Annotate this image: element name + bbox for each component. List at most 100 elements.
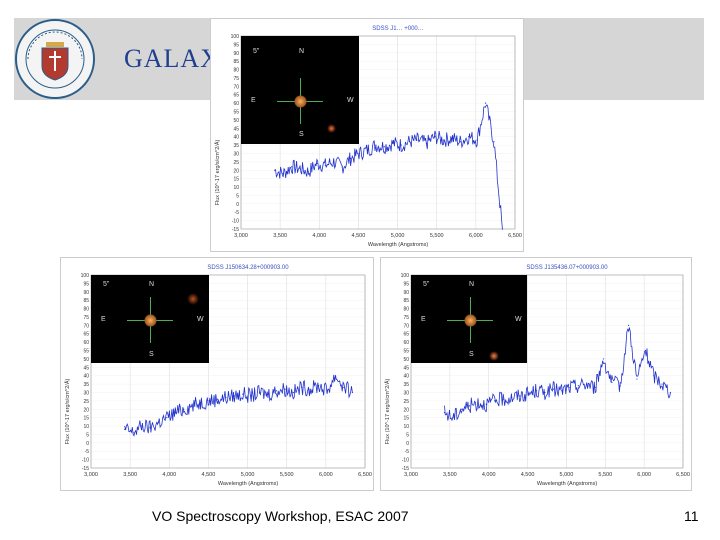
y-tick-label: 50: [403, 357, 409, 363]
spectrum-point: [619, 385, 621, 387]
spectrum-point: [569, 386, 571, 389]
compass-w: W: [197, 316, 204, 323]
spectrum-point: [442, 139, 444, 141]
footer-text: VO Spectroscopy Workshop, ESAC 2007: [152, 508, 409, 524]
y-tick-label: -10: [232, 219, 239, 225]
x-tick-label: 4,500: [352, 233, 366, 239]
spectrum-point: [494, 400, 496, 402]
compass-e: E: [421, 316, 426, 323]
x-tick-label: 3,000: [234, 233, 248, 239]
spectrum-point: [544, 391, 546, 394]
spectrum-point: [510, 396, 513, 399]
spectrum-point: [358, 152, 360, 155]
scale-label: 5": [103, 281, 110, 288]
spectrum-point: [477, 401, 479, 404]
y-tick-label: 60: [83, 340, 89, 346]
spectrum-point: [140, 425, 143, 427]
y-tick-label: 80: [83, 307, 89, 313]
compass-n: N: [299, 48, 305, 55]
y-tick-label: 100: [401, 273, 410, 279]
y-tick-label: 40: [403, 374, 409, 380]
y-tick-label: 45: [403, 365, 409, 371]
y-tick-label: 70: [233, 84, 239, 90]
spectrum-point: [225, 396, 227, 399]
spectrum-point: [577, 385, 579, 387]
spectrum-point: [307, 171, 310, 173]
spectrum-point: [417, 139, 419, 141]
y-tick-label: -15: [232, 227, 239, 233]
spectrum-point: [351, 391, 353, 394]
x-tick-label: 3,500: [443, 472, 457, 478]
y-tick-label: 75: [233, 76, 239, 82]
spectrum-point: [425, 142, 428, 145]
spectrum-point: [501, 228, 503, 230]
y-tick-label: 65: [83, 332, 89, 338]
y-tick-label: 10: [83, 424, 89, 430]
plot-frame: [410, 274, 684, 469]
spectrum-point: [628, 324, 630, 326]
spectrum-point: [333, 161, 335, 163]
x-axis-label: Wavelength (Angstroms): [537, 481, 597, 487]
y-tick-label: 65: [403, 332, 409, 338]
y-tick-label: -10: [82, 458, 89, 464]
y-tick-label: -5: [405, 449, 410, 455]
spectrum-point: [292, 391, 294, 394]
compass-e: E: [101, 316, 106, 323]
spectrum-point: [476, 139, 478, 141]
spectrum-point: [290, 166, 293, 168]
galaxy-thumbnail-top: N S E W 5": [241, 36, 359, 144]
spectrum-point: [343, 386, 345, 389]
spectrum-point: [341, 166, 343, 168]
spectrum-point: [259, 391, 261, 394]
spectrum-point: [124, 428, 126, 430]
y-tick-label: 5: [86, 432, 89, 438]
spectrum-point: [452, 417, 454, 419]
spectrum-point: [434, 136, 436, 138]
y-tick-label: 90: [83, 290, 89, 296]
y-tick-label: 25: [233, 160, 239, 166]
y-tick-label: 35: [233, 143, 239, 149]
x-tick-label: 4,000: [312, 233, 326, 239]
spectrum-panel-bottom-right: SDSS J135436.07+000903.00 3,000 3,500 4,000…: [380, 257, 692, 491]
compass-n: N: [469, 281, 475, 288]
compass-e: E: [251, 97, 256, 104]
x-tick-label: 4,500: [202, 472, 216, 478]
spectrum-point: [366, 149, 369, 151]
plot-frame: [90, 274, 366, 469]
spectrum-point: [166, 417, 168, 419]
y-tick-label: 95: [83, 281, 89, 287]
spectrum-point: [493, 141, 495, 143]
y-tick-label: 65: [233, 93, 239, 99]
galaxy-thumbnail-bottom-left: N S E W 5": [91, 275, 209, 363]
y-tick-label: 30: [233, 151, 239, 157]
compass-n: N: [149, 281, 155, 288]
x-tick-label: 5,000: [560, 472, 574, 478]
y-tick-label: 30: [403, 390, 409, 396]
y-tick-label: 75: [403, 315, 409, 321]
y-tick-label: 80: [233, 68, 239, 74]
spectrum-point: [301, 386, 303, 389]
spectrum-point: [242, 393, 244, 395]
y-tick-label: 20: [83, 407, 89, 413]
spectrum-point: [208, 400, 210, 402]
university-seal: [15, 19, 95, 99]
y-tick-label: 30: [83, 390, 89, 396]
x-tick-label: 3,000: [84, 472, 98, 478]
x-tick-label: 3,500: [273, 233, 287, 239]
spectrum-point: [334, 375, 337, 377]
scale-label: 5": [423, 281, 430, 288]
x-tick-label: 5,500: [598, 472, 612, 478]
y-tick-label: 55: [403, 349, 409, 355]
y-tick-label: -15: [82, 466, 89, 472]
spectrum-point: [284, 388, 286, 390]
y-tick-label: 60: [233, 101, 239, 107]
spectrum-point: [460, 408, 462, 410]
y-tick-label: 50: [233, 118, 239, 124]
y-tick-label: 60: [403, 340, 409, 346]
compass-s: S: [149, 351, 154, 358]
spectrum-point: [267, 393, 269, 395]
spectrum-point: [485, 403, 487, 405]
x-tick-label: 5,000: [391, 233, 405, 239]
x-tick-label: 6,000: [637, 472, 651, 478]
y-tick-label: 20: [403, 407, 409, 413]
